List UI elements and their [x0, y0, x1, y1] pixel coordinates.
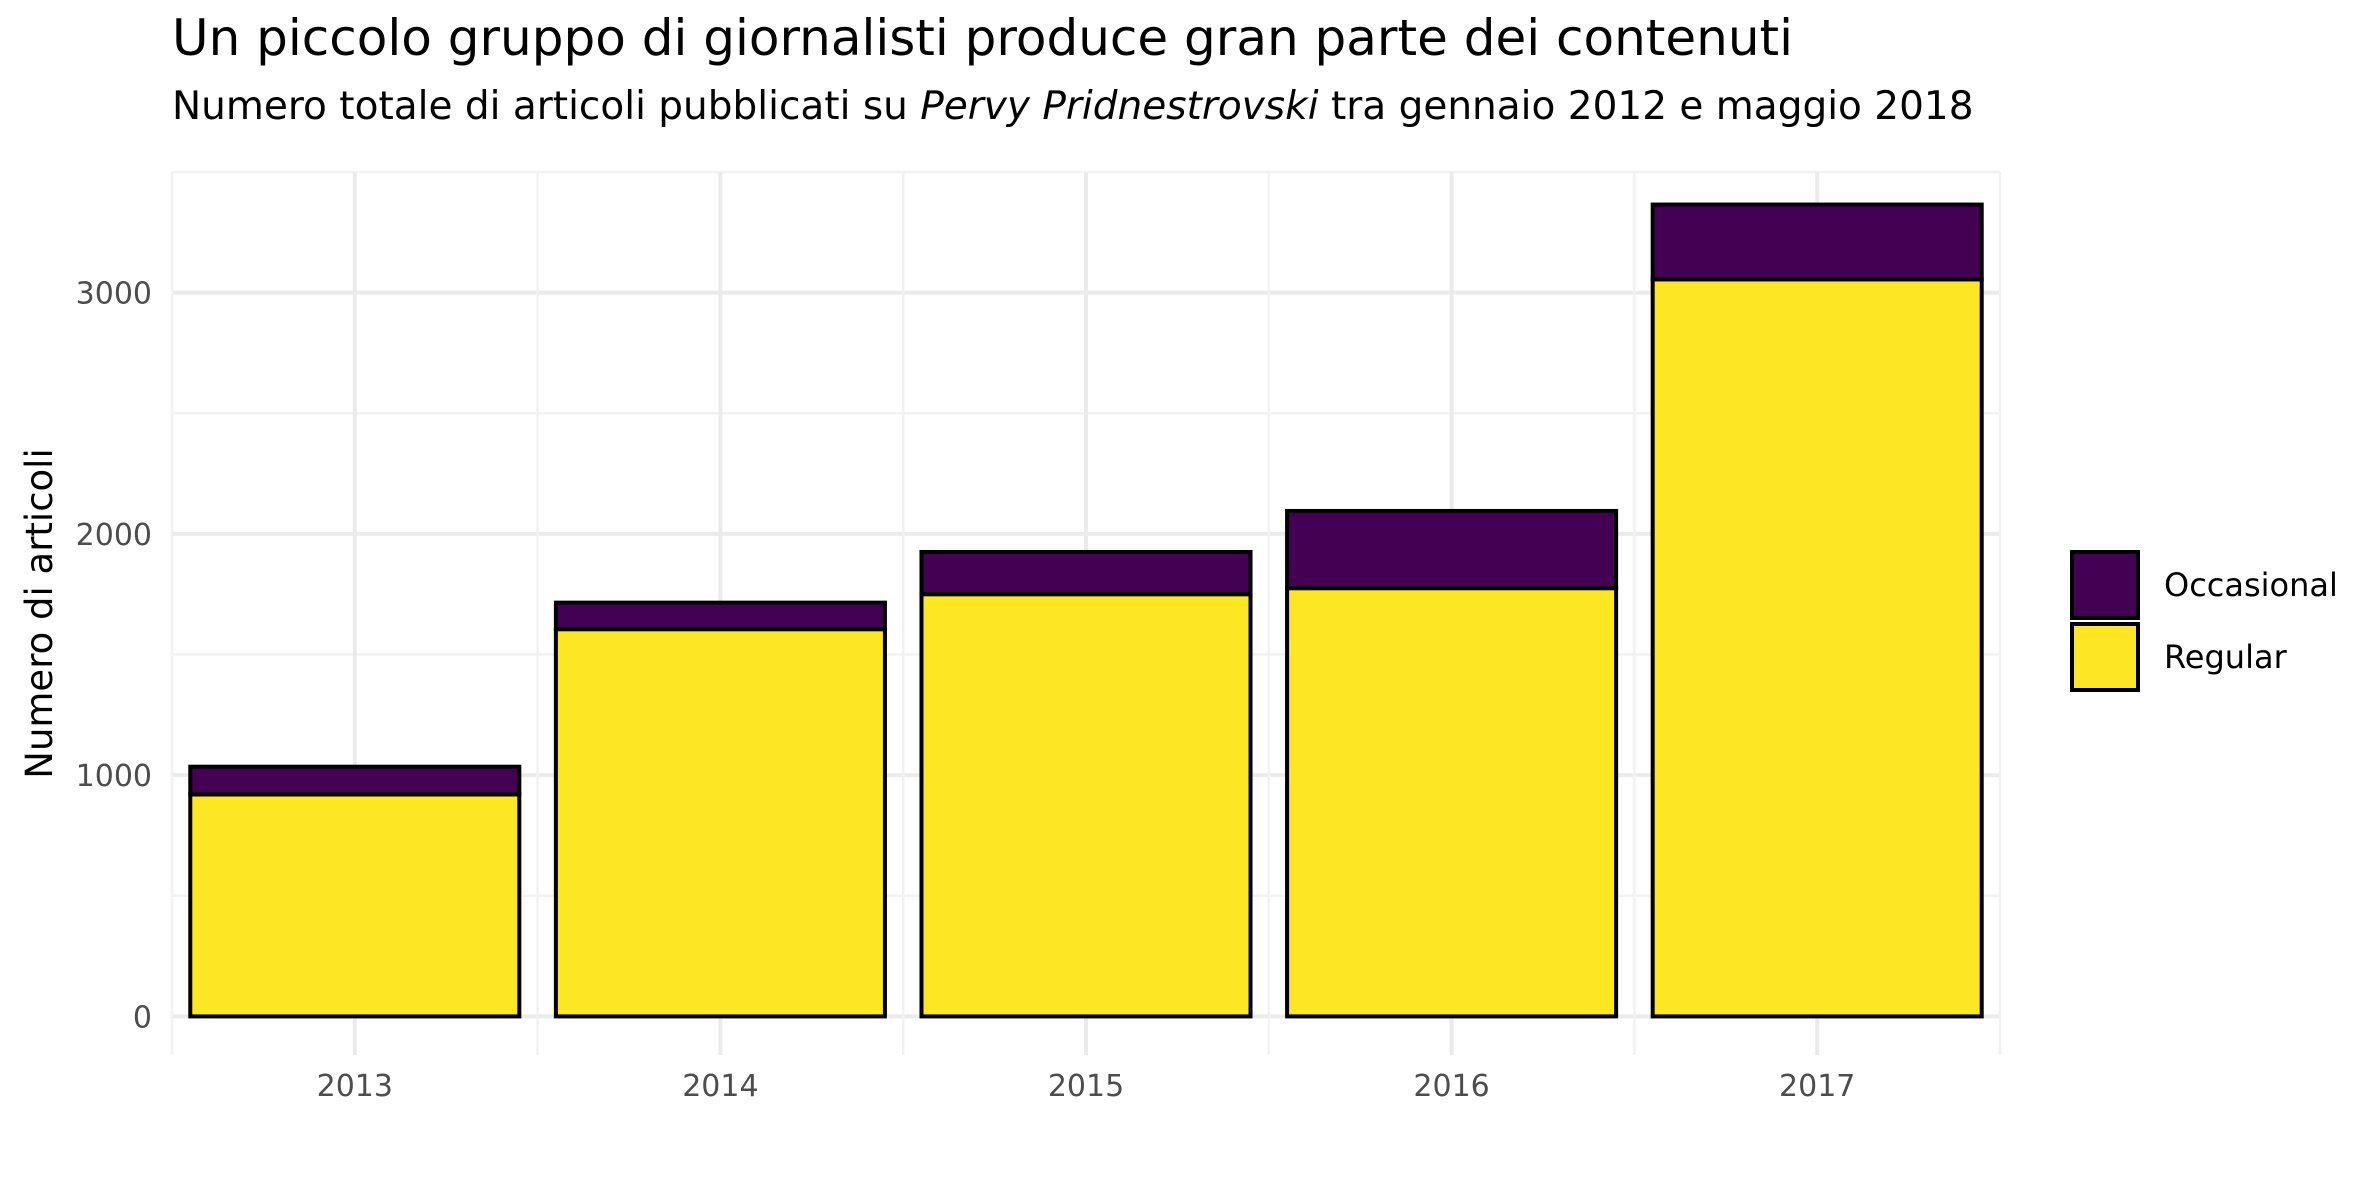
bar-regular-2014 [553, 627, 887, 1019]
legend-label-occasional: Occasional [2164, 566, 2338, 604]
chart-subtitle: Numero totale di articoli pubblicati su … [172, 84, 1974, 129]
x-tick-label: 2014 [682, 1069, 758, 1104]
bar-occasional-2014 [553, 600, 887, 632]
legend-key-regular [2070, 622, 2140, 692]
bars [188, 202, 1984, 1019]
legend-key-occasional [2070, 550, 2140, 620]
bar-regular-2015 [919, 592, 1253, 1019]
x-tick-label: 2016 [1413, 1069, 1489, 1104]
legend: Occasional Regular [2070, 550, 2338, 692]
bar-occasional-2013 [188, 764, 522, 797]
legend-label-regular: Regular [2164, 638, 2288, 676]
bar-occasional-2016 [1285, 508, 1619, 591]
y-tick-label: 1000 [76, 759, 152, 794]
y-tick-label: 3000 [76, 277, 152, 312]
bar-regular-2016 [1285, 586, 1619, 1019]
x-tick-label: 2015 [1048, 1069, 1124, 1104]
y-axis-label: Numero di articoli [18, 448, 61, 778]
bar-regular-2013 [188, 792, 522, 1019]
x-tick-label: 2013 [317, 1069, 393, 1104]
bar-occasional-2015 [919, 549, 1253, 597]
y-tick-label: 2000 [76, 518, 152, 553]
bar-regular-2017 [1650, 277, 1984, 1019]
y-tick-label: 0 [133, 1000, 152, 1035]
x-tick-label: 2017 [1779, 1069, 1855, 1104]
bar-occasional-2017 [1650, 202, 1984, 282]
chart-title: Un piccolo gruppo di giornalisti produce… [172, 9, 1794, 67]
